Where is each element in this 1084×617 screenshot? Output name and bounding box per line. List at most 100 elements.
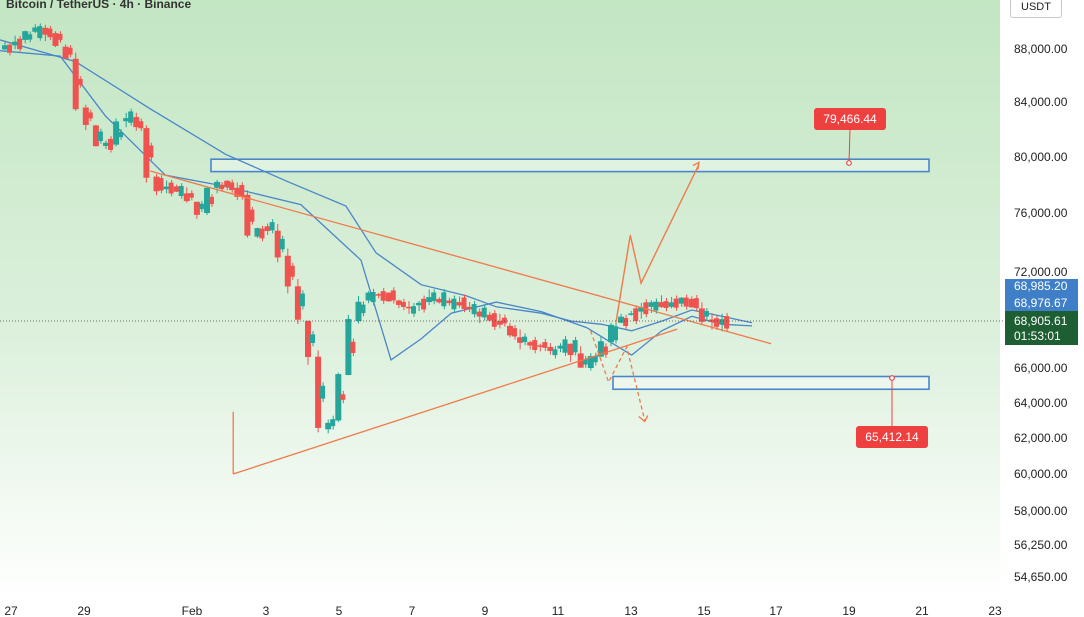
candle-body [315, 356, 322, 428]
last-price-value: 68,905.61 [1014, 314, 1068, 328]
candle [284, 248, 295, 294]
candle-body [426, 297, 433, 303]
candle-body [128, 111, 134, 123]
candle-body [254, 228, 261, 237]
x-axis: 27 29 Feb 3 5 7 9 11 13 15 17 19 21 23 [4, 604, 1002, 617]
candle [608, 322, 618, 347]
candle [325, 415, 336, 434]
y-tick-label: 62,000.00 [1014, 431, 1068, 445]
candle-body [633, 308, 639, 321]
support-zone [612, 375, 930, 391]
candle-body [22, 31, 29, 40]
candle [547, 343, 558, 359]
x-tick-label: 3 [263, 604, 270, 617]
candle-body [698, 308, 705, 322]
lower-trendline [233, 328, 678, 475]
candle-body [648, 302, 655, 307]
x-tick-label: 5 [336, 604, 343, 617]
candle [668, 295, 679, 311]
x-tick-label: 17 [769, 604, 783, 617]
candle-body [335, 374, 342, 421]
ma-slow-line [0, 39, 753, 332]
candle [52, 31, 63, 48]
candle-body [406, 306, 412, 309]
candle [173, 183, 184, 199]
currency-selector[interactable]: USDT [1010, 0, 1062, 18]
candle-body [532, 340, 538, 351]
candle-body [683, 297, 689, 307]
candle-body [244, 194, 251, 236]
x-tick-label: 23 [988, 604, 1002, 617]
candle-body [188, 193, 194, 198]
candle-body [62, 46, 69, 59]
candle-body [224, 180, 231, 188]
candle-body [193, 201, 200, 215]
y-tick-label: 58,000.00 [1014, 504, 1068, 518]
candle [355, 295, 366, 324]
candle-body [289, 265, 295, 277]
candle-body [446, 300, 453, 304]
candle-body [183, 193, 190, 202]
candle-body [587, 356, 594, 368]
candle-body [153, 176, 160, 192]
candle [385, 287, 396, 304]
candle-body [613, 326, 618, 341]
candle [254, 225, 265, 242]
candle-body [163, 186, 170, 190]
candle [719, 312, 730, 332]
candle-body [103, 142, 109, 146]
candle-body [294, 286, 301, 320]
candle-body [375, 294, 382, 296]
candle [446, 295, 457, 313]
candle-body [178, 185, 184, 197]
candle-body [97, 131, 103, 142]
projection-up-arrowhead [692, 161, 700, 170]
candle-body [451, 298, 457, 310]
candle [214, 179, 225, 194]
candle-body [380, 291, 386, 301]
candle-body [52, 33, 59, 46]
candle-body [395, 300, 402, 305]
candle-body [416, 302, 423, 306]
candle-body [501, 317, 507, 324]
y-tick-label: 88,000.00 [1014, 42, 1068, 56]
candle [294, 279, 305, 325]
xaxis-background [0, 598, 1000, 617]
last-price-box [1005, 311, 1078, 345]
candle-body [522, 336, 528, 343]
candle-body [82, 107, 89, 125]
candle [193, 200, 204, 219]
y-tick-label: 80,000.00 [1014, 150, 1068, 164]
y-tick-label: 64,000.00 [1014, 396, 1068, 410]
candle-body [133, 117, 140, 128]
candle-body [234, 187, 241, 197]
candle [527, 336, 538, 354]
candle-body [466, 306, 473, 310]
candle-body [47, 28, 53, 38]
candle-body [517, 337, 524, 343]
candle-body [719, 319, 726, 325]
x-tick-label: 11 [552, 604, 565, 617]
candle [365, 288, 376, 306]
candle-body [562, 339, 568, 353]
candle-body [204, 187, 210, 213]
candle [557, 336, 568, 356]
candle [42, 24, 53, 42]
candle [698, 302, 709, 326]
candle [476, 304, 487, 324]
candle-body [673, 298, 679, 308]
candle-body [279, 238, 285, 250]
candle-body [360, 304, 366, 314]
candle-body [456, 302, 463, 306]
candle-body [67, 47, 73, 55]
candle-body [658, 302, 665, 308]
candle [123, 108, 134, 128]
candle-body [724, 316, 730, 329]
candle [133, 112, 144, 132]
candle [305, 320, 315, 365]
candle-body [284, 255, 291, 287]
candle [72, 52, 83, 111]
y-tick-label: 76,000.00 [1014, 206, 1068, 220]
candle-body [325, 422, 332, 430]
